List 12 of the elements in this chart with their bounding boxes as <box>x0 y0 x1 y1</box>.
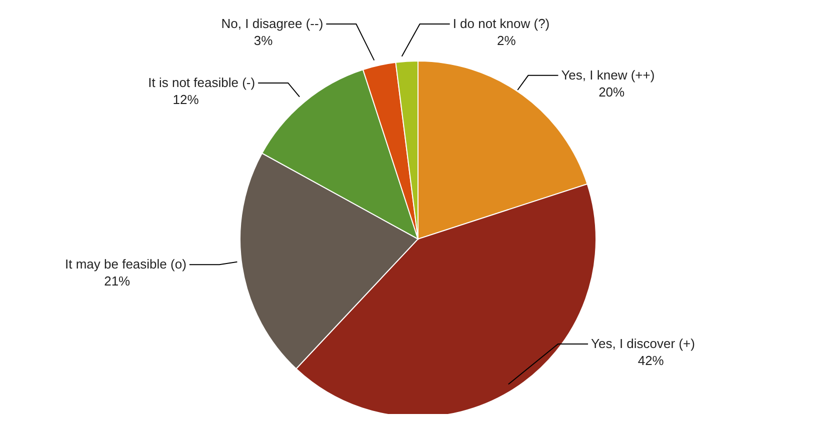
data-label: 20% <box>598 84 626 100</box>
slice-label: I do not know (?) <box>452 16 550 31</box>
data-label: 2% <box>496 33 516 48</box>
slice-label: No, I disagree (--) <box>221 16 324 31</box>
slice-label: Yes, I discover (+) <box>591 336 695 351</box>
slice-label: Yes, I knew (++) <box>561 67 655 82</box>
data-label: 3% <box>254 33 274 48</box>
data-label: 21% <box>104 274 131 289</box>
data-label: 42% <box>638 353 664 368</box>
data-label: 12% <box>172 92 200 107</box>
slice-label: It is not feasible (-) <box>148 74 256 90</box>
slice-label: It may be feasible (o) <box>65 256 186 272</box>
